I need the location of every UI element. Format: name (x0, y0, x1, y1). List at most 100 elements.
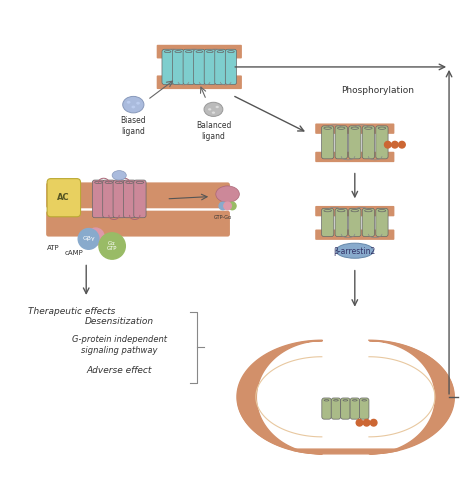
Ellipse shape (324, 127, 331, 129)
Ellipse shape (337, 127, 345, 129)
FancyBboxPatch shape (123, 180, 136, 218)
Ellipse shape (365, 210, 372, 212)
FancyBboxPatch shape (204, 49, 216, 85)
Ellipse shape (216, 106, 219, 108)
Ellipse shape (337, 210, 345, 212)
Ellipse shape (136, 102, 140, 105)
Circle shape (392, 141, 398, 148)
FancyBboxPatch shape (113, 180, 125, 218)
Circle shape (370, 419, 377, 426)
Ellipse shape (126, 181, 133, 184)
Ellipse shape (212, 112, 215, 114)
Ellipse shape (127, 101, 130, 104)
Ellipse shape (365, 127, 372, 129)
FancyBboxPatch shape (315, 206, 394, 216)
FancyBboxPatch shape (376, 126, 388, 159)
Circle shape (224, 202, 231, 210)
Ellipse shape (164, 51, 171, 53)
FancyBboxPatch shape (350, 398, 359, 419)
Ellipse shape (116, 181, 123, 184)
FancyBboxPatch shape (335, 208, 347, 237)
Ellipse shape (343, 400, 348, 401)
FancyBboxPatch shape (183, 49, 194, 85)
Text: β-arrestin2: β-arrestin2 (334, 247, 376, 256)
Ellipse shape (336, 243, 374, 258)
FancyBboxPatch shape (47, 179, 81, 217)
FancyBboxPatch shape (359, 398, 369, 419)
Ellipse shape (324, 210, 331, 212)
Ellipse shape (123, 96, 144, 113)
FancyBboxPatch shape (157, 45, 242, 59)
Circle shape (356, 419, 363, 426)
Ellipse shape (228, 51, 234, 53)
FancyBboxPatch shape (134, 180, 146, 218)
Text: Adverse effect: Adverse effect (87, 367, 152, 375)
Ellipse shape (208, 108, 211, 111)
FancyBboxPatch shape (46, 211, 230, 237)
Circle shape (87, 228, 104, 245)
Ellipse shape (185, 51, 192, 53)
FancyBboxPatch shape (92, 180, 105, 218)
Text: AC: AC (57, 193, 70, 202)
FancyBboxPatch shape (194, 49, 205, 85)
Ellipse shape (362, 400, 366, 401)
Text: Gα
GTP: Gα GTP (107, 241, 118, 251)
Ellipse shape (378, 127, 386, 129)
Ellipse shape (112, 171, 126, 180)
Text: Balanced
ligand: Balanced ligand (196, 121, 231, 141)
Circle shape (99, 233, 125, 259)
Ellipse shape (353, 400, 357, 401)
Circle shape (363, 419, 370, 426)
FancyBboxPatch shape (321, 208, 334, 237)
FancyBboxPatch shape (349, 208, 361, 237)
FancyBboxPatch shape (173, 49, 184, 85)
Ellipse shape (351, 127, 358, 129)
Text: Phosphorylation: Phosphorylation (341, 86, 414, 95)
Ellipse shape (216, 186, 239, 202)
Ellipse shape (136, 181, 144, 184)
Ellipse shape (131, 106, 135, 108)
FancyBboxPatch shape (349, 126, 361, 159)
Ellipse shape (95, 181, 102, 184)
Ellipse shape (324, 400, 329, 401)
FancyBboxPatch shape (315, 152, 394, 162)
FancyBboxPatch shape (376, 208, 388, 237)
FancyBboxPatch shape (321, 126, 334, 159)
Text: G-protein independent
signaling pathway: G-protein independent signaling pathway (72, 335, 167, 355)
Text: Biased
ligand: Biased ligand (120, 117, 146, 136)
Text: GTP-Gα: GTP-Gα (214, 215, 232, 220)
FancyBboxPatch shape (322, 398, 331, 419)
Circle shape (78, 229, 99, 249)
FancyBboxPatch shape (46, 183, 230, 208)
Ellipse shape (196, 51, 202, 53)
Ellipse shape (204, 102, 223, 117)
Circle shape (228, 202, 236, 210)
FancyBboxPatch shape (315, 123, 394, 134)
Text: Therapeutic effects: Therapeutic effects (28, 308, 116, 316)
Text: Desensitization: Desensitization (85, 317, 154, 326)
FancyBboxPatch shape (362, 126, 374, 159)
Ellipse shape (175, 51, 182, 53)
Circle shape (384, 141, 391, 148)
Ellipse shape (217, 51, 224, 53)
FancyBboxPatch shape (335, 126, 347, 159)
FancyBboxPatch shape (103, 180, 115, 218)
FancyBboxPatch shape (331, 398, 341, 419)
FancyBboxPatch shape (362, 208, 374, 237)
Ellipse shape (105, 181, 113, 184)
Circle shape (219, 202, 227, 210)
Ellipse shape (334, 400, 338, 401)
Ellipse shape (351, 210, 358, 212)
Ellipse shape (378, 210, 386, 212)
Text: ATP: ATP (47, 246, 60, 251)
FancyBboxPatch shape (157, 75, 242, 89)
FancyBboxPatch shape (162, 49, 173, 85)
Ellipse shape (207, 51, 213, 53)
FancyBboxPatch shape (315, 229, 394, 240)
Circle shape (399, 141, 405, 148)
FancyBboxPatch shape (215, 49, 226, 85)
Text: cAMP: cAMP (65, 250, 84, 256)
Text: Gβγ: Gβγ (82, 237, 95, 242)
FancyBboxPatch shape (341, 398, 350, 419)
FancyBboxPatch shape (225, 49, 237, 85)
